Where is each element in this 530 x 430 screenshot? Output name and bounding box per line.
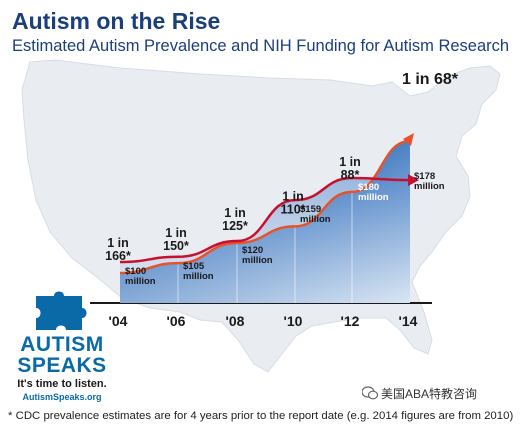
prevalence-data-label: 1 in 125* — [222, 206, 248, 233]
logo-tagline: It's time to listen. — [17, 378, 107, 390]
prevalence-data-label: 1 in 110* — [280, 189, 305, 216]
us-map-background — [21, 59, 501, 373]
funding-data-label: $120 million — [242, 245, 273, 266]
prevalence-data-label: 1 in 150* — [163, 226, 189, 253]
funding-line — [119, 176, 411, 264]
x-tick-label: '10 — [284, 313, 303, 329]
x-tick-label: '12 — [341, 313, 360, 329]
chart-subtitle: Estimated Autism Prevalence and NIH Fund… — [12, 37, 510, 55]
prevalence-line — [119, 139, 411, 275]
funding-area — [120, 178, 410, 303]
prevalence-data-label: 1 in 68* — [402, 71, 459, 88]
funding-data-label: $178 million — [414, 171, 445, 192]
x-tick-label: '14 — [399, 313, 418, 329]
x-tick-label: '08 — [226, 313, 245, 329]
puzzle-piece-icon — [36, 291, 87, 330]
watermark-text: 美国ABA特教咨询 — [381, 387, 478, 401]
prevalence-data-label: 1 in 166* — [105, 236, 131, 263]
funding-arrow — [408, 174, 419, 187]
prevalence-data-label: 1 in 88* — [339, 155, 361, 182]
x-tick-label: '04 — [109, 313, 128, 329]
funding-data-label: $100 million — [125, 266, 156, 287]
funding-data-label: $159 million — [300, 204, 331, 225]
chart-title: Autism on the Rise — [12, 8, 221, 34]
wechat-icon — [362, 386, 378, 400]
funding-data-label: $105 million — [183, 261, 214, 282]
funding-data-label: $180 million — [358, 182, 389, 203]
logo-line-2: SPEAKS — [17, 354, 107, 377]
x-tick-label: '06 — [167, 313, 186, 329]
logo-line-1: AUTISM — [20, 333, 104, 356]
footnote: * CDC prevalence estimates are for 4 yea… — [8, 410, 514, 422]
logo-website: AutismSpeaks.org — [22, 392, 102, 402]
prevalence-arrow — [403, 132, 414, 146]
